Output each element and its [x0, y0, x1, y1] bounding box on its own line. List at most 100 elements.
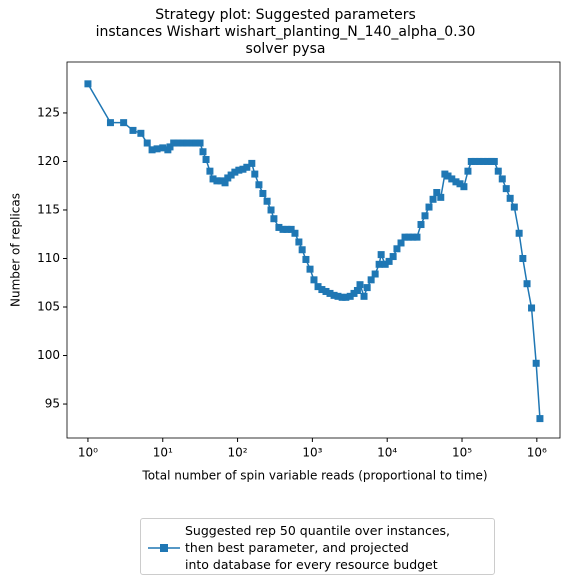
data-point [375, 260, 383, 268]
y-tick-label: 120 [37, 154, 60, 168]
plot-area [66, 61, 561, 439]
data-point [498, 175, 506, 183]
y-tick-label: 95 [45, 397, 60, 411]
x-tick-label: 10⁶ [527, 446, 547, 460]
data-point [452, 178, 460, 186]
data-point [326, 289, 334, 297]
data-point [295, 238, 303, 246]
data-point [536, 415, 544, 423]
data-point [506, 194, 514, 202]
chart-title: Strategy plot: Suggested parameters inst… [95, 7, 476, 57]
data-point [471, 157, 479, 165]
series-line [87, 83, 541, 419]
data-point [342, 293, 350, 301]
data-point [143, 139, 151, 147]
data-point [275, 223, 283, 231]
data-point [235, 166, 243, 174]
data-point [174, 139, 182, 147]
data-point [502, 185, 510, 193]
data-point [479, 157, 487, 165]
data-point [389, 253, 397, 261]
data-point [429, 195, 437, 203]
x-tick-label: 10⁵ [452, 446, 472, 460]
data-point [413, 233, 421, 241]
data-point [528, 304, 536, 312]
data-point [377, 251, 385, 259]
data-point [179, 139, 187, 147]
data-point [338, 293, 346, 301]
data-point [279, 225, 287, 233]
x-tick-label: 10³ [302, 446, 322, 460]
data-point [153, 145, 161, 153]
data-point [202, 156, 210, 164]
data-point [409, 233, 417, 241]
data-point [519, 254, 527, 262]
data-point [159, 144, 167, 152]
data-point [334, 292, 342, 300]
data-point [148, 146, 156, 154]
data-point [166, 143, 174, 151]
data-point [483, 157, 491, 165]
data-point [425, 203, 433, 211]
data-point [188, 139, 196, 147]
y-tick-label: 100 [37, 348, 60, 362]
data-point [318, 286, 326, 294]
data-point [405, 233, 413, 241]
data-point [401, 233, 409, 241]
data-point [213, 177, 221, 185]
data-point [421, 212, 429, 220]
data-point [523, 280, 531, 288]
data-point [255, 181, 263, 189]
data-point [248, 159, 256, 167]
data-point [437, 193, 445, 201]
data-point [310, 276, 318, 284]
data-point [263, 197, 271, 205]
data-point [183, 139, 191, 147]
data-point [267, 206, 275, 214]
data-point [209, 175, 217, 183]
data-point [221, 179, 229, 187]
x-tick-label: 10² [228, 446, 248, 460]
data-point [291, 229, 299, 237]
data-point [467, 157, 475, 165]
data-point [444, 172, 452, 180]
data-point [192, 139, 200, 147]
data-point [270, 215, 278, 223]
legend-square [160, 544, 168, 552]
data-point [381, 260, 389, 268]
data-point [475, 157, 483, 165]
x-axis-label: Total number of spin variable reads (pro… [141, 469, 487, 483]
data-point [363, 284, 371, 292]
data-point [371, 270, 379, 278]
y-axis-label: Number of replicas [9, 193, 23, 307]
data-point [456, 180, 464, 188]
data-point [460, 183, 468, 191]
data-point [314, 283, 322, 291]
data-point [510, 203, 518, 211]
legend: Suggested rep 50 quantile over instances… [140, 518, 495, 575]
data-point [330, 291, 338, 299]
data-point [356, 281, 364, 289]
data-point [84, 80, 92, 88]
y-tick-label: 110 [37, 251, 60, 265]
y-tick-label: 115 [37, 202, 60, 216]
data-point [397, 239, 405, 247]
data-point [353, 287, 361, 295]
data-point [360, 292, 368, 300]
data-point [515, 229, 523, 237]
y-tick-label: 105 [37, 300, 60, 314]
data-point [243, 163, 251, 171]
data-point [417, 221, 425, 229]
data-point [287, 225, 295, 233]
data-point [367, 276, 375, 284]
data-point [306, 265, 314, 273]
data-point [302, 255, 310, 263]
data-point [322, 287, 330, 295]
data-point [196, 139, 204, 147]
data-point [227, 171, 235, 179]
data-point [231, 168, 239, 176]
data-point [532, 359, 540, 367]
data-point [170, 139, 178, 147]
